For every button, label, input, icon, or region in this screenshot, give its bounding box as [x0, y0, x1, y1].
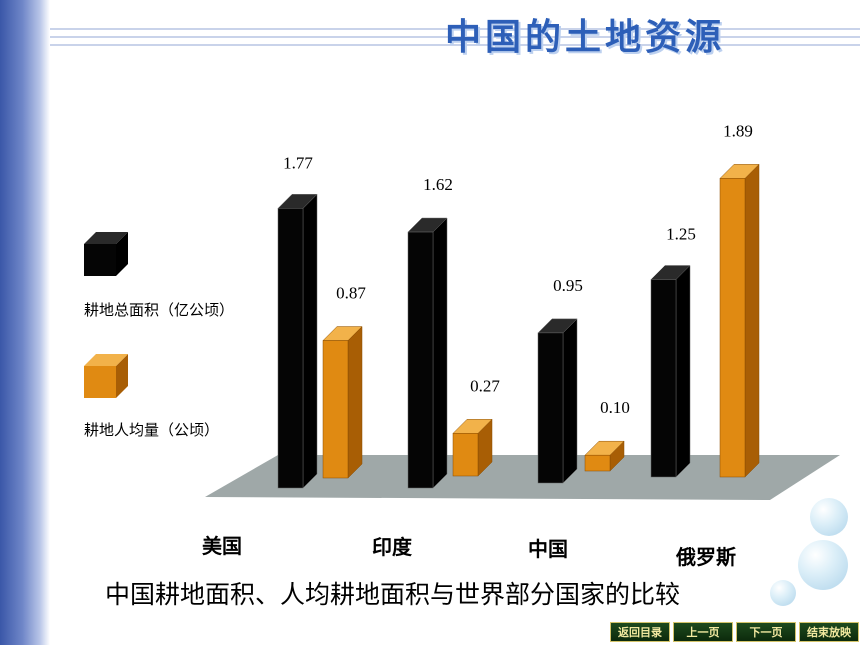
bar-per-capita-india [452, 418, 493, 477]
legend-swatch-per-capita [84, 354, 128, 398]
bar-total-area-china [537, 318, 578, 484]
next-page-button[interactable]: 下一页 [736, 622, 796, 642]
value-label-total-area-usa: 1.77 [283, 153, 313, 172]
header-line-3 [50, 44, 860, 46]
legend-swatch-total-area [84, 232, 128, 276]
value-label-total-area-india: 1.62 [423, 175, 453, 194]
bar-total-area-india [407, 217, 448, 489]
category-label-russia: 俄罗斯 [676, 545, 736, 569]
back-to-contents-button[interactable]: 返回目录 [610, 622, 670, 642]
bar-group [277, 163, 760, 489]
value-label-per-capita-india: 0.27 [470, 376, 500, 395]
bubble-decor-2 [798, 540, 848, 590]
legend-label-per-capita: 耕地人均量（公顷） [84, 421, 220, 439]
value-label-group: 1.77 0.87 1.62 0.27 0.95 0.10 1.25 1.89 [283, 121, 753, 417]
legend-label-total-area: 耕地总面积（亿公顷） [84, 301, 235, 319]
bubble-decor-3 [770, 580, 796, 606]
bar-per-capita-russia [719, 163, 760, 478]
slide-nav-bar: 返回目录 上一页 下一页 结束放映 [610, 622, 859, 642]
end-show-button[interactable]: 结束放映 [799, 622, 859, 642]
value-label-per-capita-china: 0.10 [600, 398, 630, 417]
legend-swatch-group [84, 232, 128, 398]
category-label-usa: 美国 [202, 534, 242, 558]
bubble-decor-1 [810, 498, 848, 536]
category-label-china: 中国 [528, 537, 568, 561]
header-line-2 [50, 36, 860, 38]
bar-per-capita-usa [322, 325, 363, 479]
chart-caption: 中国耕地面积、人均耕地面积与世界部分国家的比较 [105, 580, 681, 609]
value-label-per-capita-usa: 0.87 [336, 284, 366, 303]
bar-total-area-usa [277, 193, 318, 489]
value-label-total-area-russia: 1.25 [666, 225, 696, 244]
page-title: 中国的土地资源 [445, 16, 726, 58]
value-label-per-capita-russia: 1.89 [723, 121, 753, 140]
category-label-india: 印度 [372, 535, 412, 559]
bar-per-capita-china [584, 440, 625, 472]
bar-total-area-russia [650, 264, 691, 478]
prev-page-button[interactable]: 上一页 [673, 622, 733, 642]
left-decor-bar [0, 0, 50, 645]
value-label-total-area-china: 0.95 [553, 276, 583, 295]
header-line-1 [50, 28, 860, 30]
